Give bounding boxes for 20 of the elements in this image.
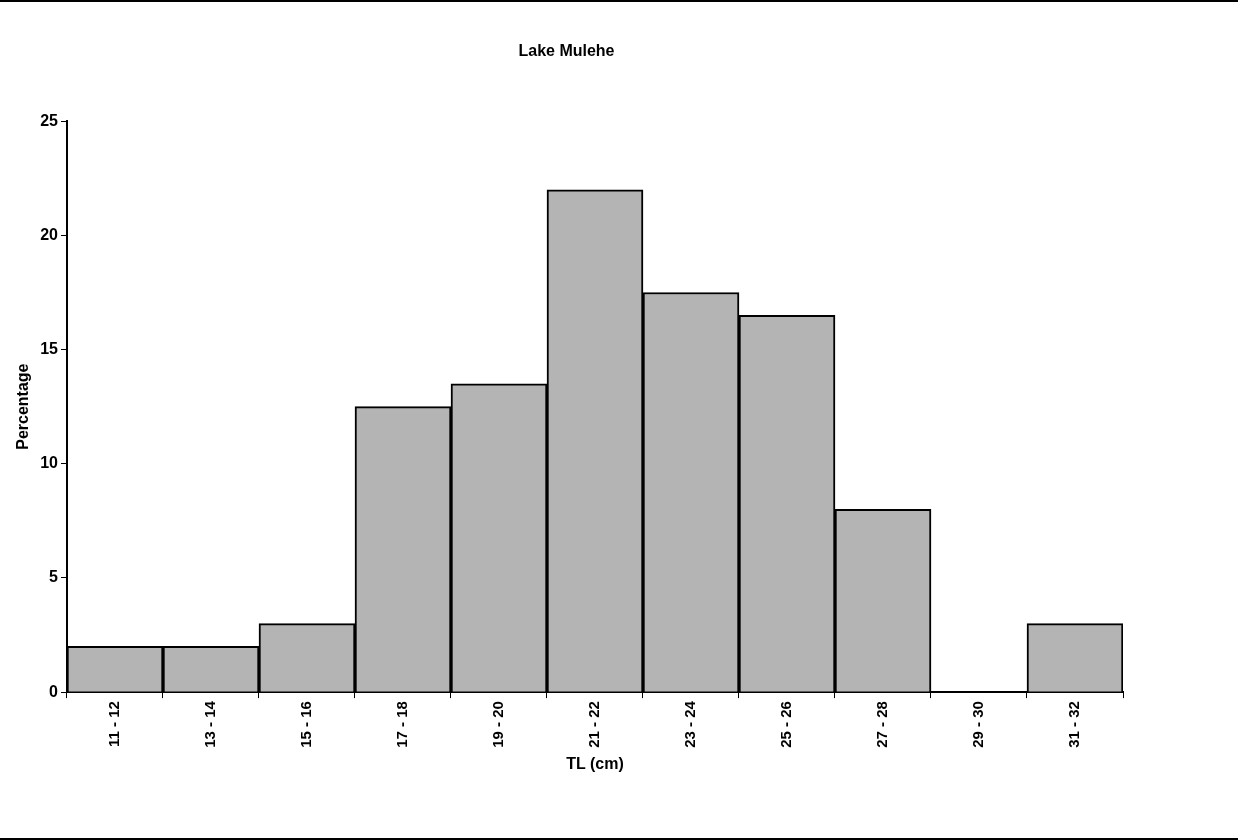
x-tick-label: 17 - 18 [393,701,411,748]
x-tick-label: 23 - 24 [681,700,699,748]
x-tick-label: 31 - 32 [1065,701,1083,748]
y-tick-label: 15 [40,339,59,357]
y-tick-label: 25 [40,111,59,129]
x-tick-label: 29 - 30 [969,701,987,748]
y-axis-title: Percentage [14,363,32,450]
x-tick-label: 11 - 12 [105,701,123,747]
y-tick-label: 5 [49,568,59,586]
y-tick-label: 0 [49,682,59,700]
x-axis-title: TL (cm) [566,754,624,772]
x-tick-label: 21 - 22 [585,701,603,748]
y-tick-label: 20 [40,225,59,243]
x-tick-label: 27 - 28 [873,701,891,748]
y-tick-label: 10 [40,454,59,472]
x-tick-label: 13 - 14 [201,700,219,748]
chart-title: Lake Mulehe [518,42,615,60]
x-tick-label: 25 - 26 [777,701,795,748]
x-tick-label: 15 - 16 [297,701,315,748]
x-tick-label: 19 - 20 [489,701,507,748]
